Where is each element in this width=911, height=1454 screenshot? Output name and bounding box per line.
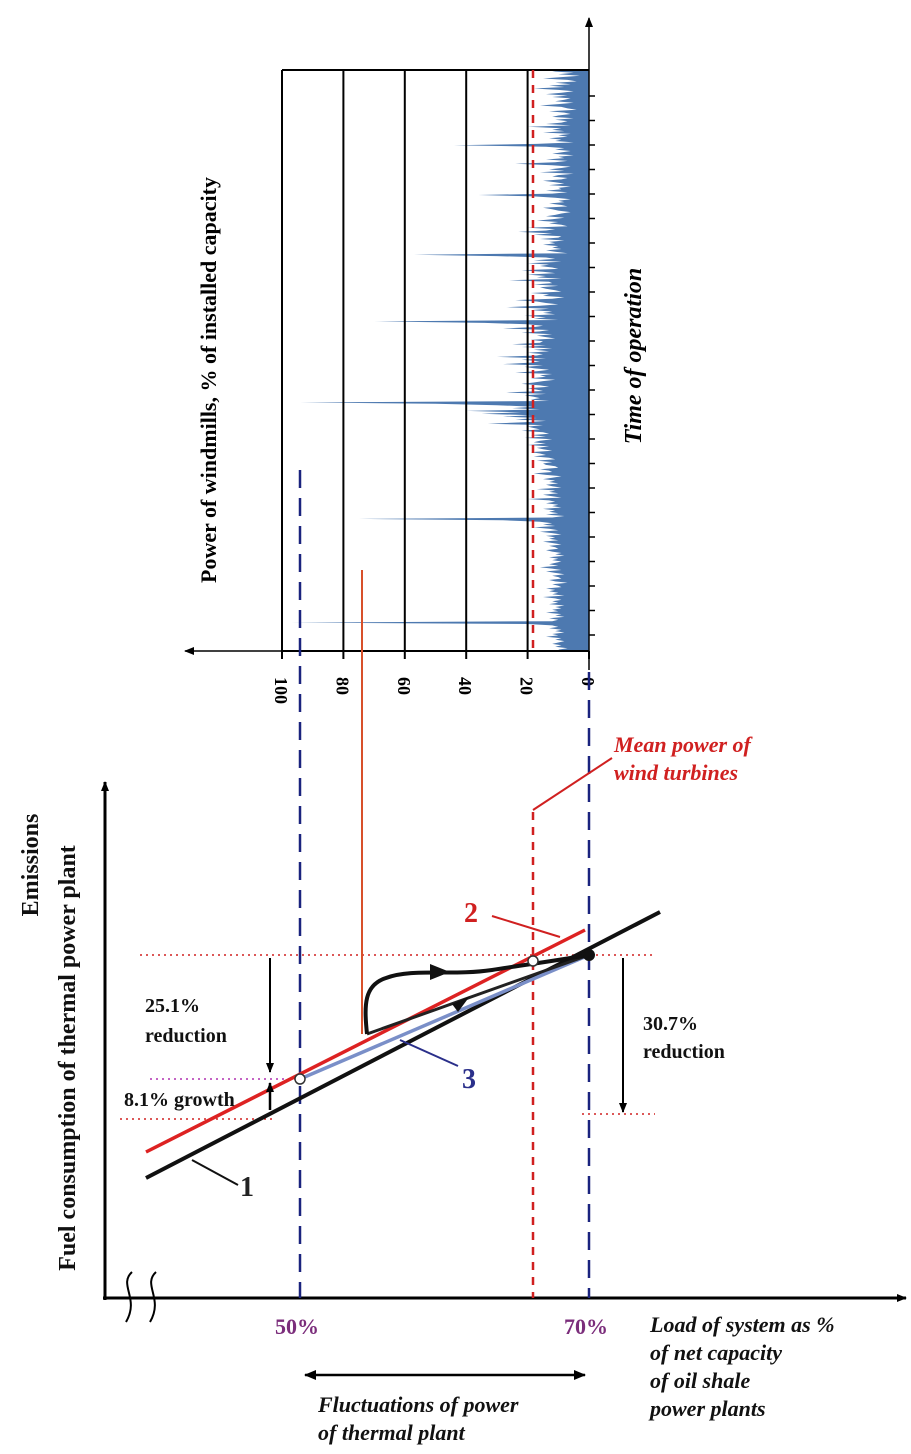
wind-power-area bbox=[291, 70, 589, 651]
wind-tick-label: 100 bbox=[271, 677, 291, 704]
wind-tick-label: 80 bbox=[332, 677, 352, 695]
loop-arrow-icon bbox=[430, 964, 450, 980]
load-label-2: of net capacity bbox=[650, 1340, 782, 1365]
load-label-3: of oil shale bbox=[650, 1368, 750, 1393]
wind-power-axis-label: Power of windmills, % of installed capac… bbox=[196, 177, 221, 583]
series-1-label: 1 bbox=[240, 1172, 254, 1203]
wind-grid bbox=[281, 69, 589, 652]
label-3-pointer bbox=[399, 1039, 459, 1067]
point-70 bbox=[583, 949, 595, 961]
point-mean bbox=[527, 955, 539, 967]
label-1-pointer bbox=[191, 1159, 239, 1186]
x-tick-70: 70% bbox=[564, 1314, 608, 1339]
time-axis-label: Time of operation bbox=[621, 268, 647, 444]
series-2-label: 2 bbox=[464, 898, 478, 929]
wind-tick-label: 40 bbox=[455, 677, 475, 695]
load-label-1: Load of system as % bbox=[649, 1312, 835, 1337]
load-label-4: power plants bbox=[648, 1396, 766, 1421]
series-3-label: 3 bbox=[462, 1064, 476, 1095]
reduction-right-word: reduction bbox=[643, 1041, 725, 1063]
fluctuations-label-2: of thermal plant bbox=[318, 1420, 466, 1445]
reduction-left-word: reduction bbox=[145, 1025, 227, 1047]
mean-power-label-1: Mean power of bbox=[613, 732, 754, 757]
loop-arrow-icon-2 bbox=[452, 996, 470, 1012]
wind-tick-label: 20 bbox=[517, 677, 537, 695]
label-2-pointer bbox=[491, 915, 561, 938]
series-4-line bbox=[366, 953, 590, 1036]
reduction-left-pct: 25.1% bbox=[145, 995, 200, 1017]
emissions-chart: 1 2 3 25.1% reduction 8.1% growth 30.7% … bbox=[18, 470, 907, 1445]
fuel-consumption-label: Fuel consumption of thermal power plant bbox=[55, 845, 81, 1271]
growth-label: 8.1% growth bbox=[124, 1089, 235, 1111]
wind-tick-label: 60 bbox=[394, 677, 414, 695]
x-tick-50: 50% bbox=[275, 1314, 319, 1339]
wind-chart: 100806040200 Power of windmills, % of in… bbox=[184, 17, 647, 704]
reduction-right-pct: 30.7% bbox=[643, 1013, 698, 1035]
axis-break-icon bbox=[125, 1271, 157, 1323]
series-3-line bbox=[299, 953, 590, 1081]
fluctuations-label-1: Fluctuations of power bbox=[317, 1392, 519, 1417]
emissions-label: Emissions bbox=[18, 814, 44, 917]
mean-power-label-2: wind turbines bbox=[614, 760, 738, 785]
point-50 bbox=[294, 1073, 306, 1085]
mean-label-pointer bbox=[532, 757, 613, 811]
wind-value-ticks: 100806040200 bbox=[271, 95, 598, 704]
